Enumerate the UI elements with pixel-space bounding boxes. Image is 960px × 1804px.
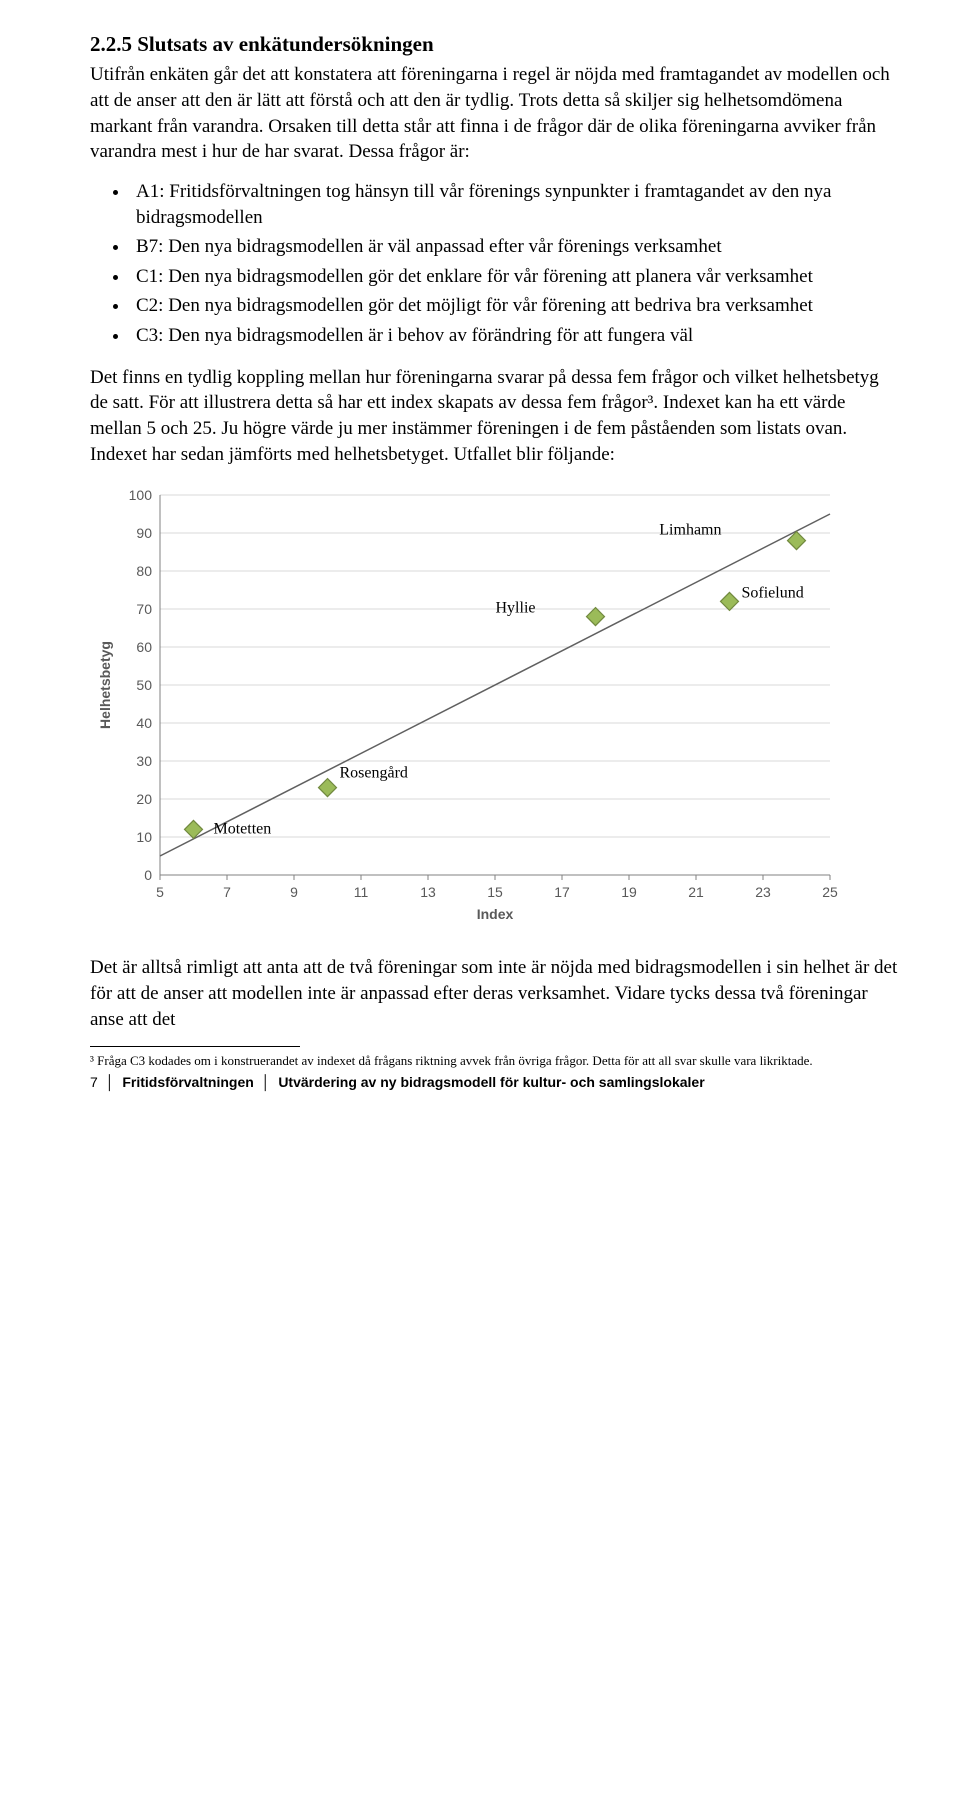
svg-text:60: 60 — [136, 639, 152, 655]
svg-text:19: 19 — [621, 884, 637, 900]
svg-text:21: 21 — [688, 884, 704, 900]
svg-text:Index: Index — [477, 906, 514, 922]
svg-text:0: 0 — [144, 867, 152, 883]
footer-separator-icon: │ — [258, 1074, 275, 1090]
svg-text:Motetten: Motetten — [214, 821, 272, 838]
svg-text:70: 70 — [136, 601, 152, 617]
svg-text:7: 7 — [223, 884, 231, 900]
list-item: C3: Den nya bidragsmodellen är i behov a… — [130, 323, 900, 349]
page-number: 7 — [90, 1074, 98, 1090]
svg-text:50: 50 — [136, 677, 152, 693]
scatter-chart: 0 10 20 30 40 50 60 70 80 90 100 5 7 9 11 13 15 17 19 21 23 2… — [90, 485, 900, 925]
footer-dept: Fritidsförvaltningen — [122, 1074, 253, 1090]
bullet-list: A1: Fritidsförvaltningen tog hänsyn till… — [90, 179, 900, 349]
svg-text:9: 9 — [290, 884, 298, 900]
svg-text:90: 90 — [136, 525, 152, 541]
svg-text:Sofielund: Sofielund — [742, 585, 804, 602]
svg-text:100: 100 — [129, 487, 153, 503]
page-footer: 7 │ Fritidsförvaltningen │ Utvärdering a… — [90, 1073, 900, 1092]
svg-text:25: 25 — [822, 884, 838, 900]
svg-text:Helhetsbetyg: Helhetsbetyg — [97, 641, 113, 729]
list-item: B7: Den nya bidragsmodellen är väl anpas… — [130, 234, 900, 260]
svg-text:11: 11 — [354, 884, 369, 900]
svg-text:Rosengård: Rosengård — [340, 765, 408, 782]
svg-text:17: 17 — [554, 884, 570, 900]
index-paragraph: Det finns en tydlig koppling mellan hur … — [90, 365, 900, 468]
list-item: C1: Den nya bidragsmodellen gör det enkl… — [130, 264, 900, 290]
svg-text:80: 80 — [136, 563, 152, 579]
footnote-text: ³ Fråga C3 kodades om i konstruerandet a… — [90, 1053, 900, 1069]
svg-text:5: 5 — [156, 884, 164, 900]
svg-text:20: 20 — [136, 791, 152, 807]
svg-text:15: 15 — [487, 884, 503, 900]
svg-text:13: 13 — [420, 884, 436, 900]
section-heading: 2.2.5 Slutsats av enkätundersökningen — [90, 30, 900, 58]
list-item: A1: Fritidsförvaltningen tog hänsyn till… — [130, 179, 900, 230]
footnote — [90, 1046, 300, 1051]
svg-text:23: 23 — [755, 884, 771, 900]
svg-text:Hyllie: Hyllie — [496, 600, 536, 617]
svg-text:Limhamn: Limhamn — [659, 522, 721, 539]
conclusion-paragraph: Det är alltså rimligt att anta att de tv… — [90, 955, 900, 1032]
svg-text:30: 30 — [136, 753, 152, 769]
intro-paragraph: Utifrån enkäten går det att konstatera a… — [90, 62, 900, 165]
svg-text:40: 40 — [136, 715, 152, 731]
svg-text:10: 10 — [136, 829, 152, 845]
footer-separator-icon: │ — [102, 1074, 119, 1090]
list-item: C2: Den nya bidragsmodellen gör det möjl… — [130, 293, 900, 319]
footer-title: Utvärdering av ny bidragsmodell för kult… — [278, 1074, 704, 1090]
chart-svg: 0 10 20 30 40 50 60 70 80 90 100 5 7 9 11 13 15 17 19 21 23 2… — [90, 485, 850, 925]
